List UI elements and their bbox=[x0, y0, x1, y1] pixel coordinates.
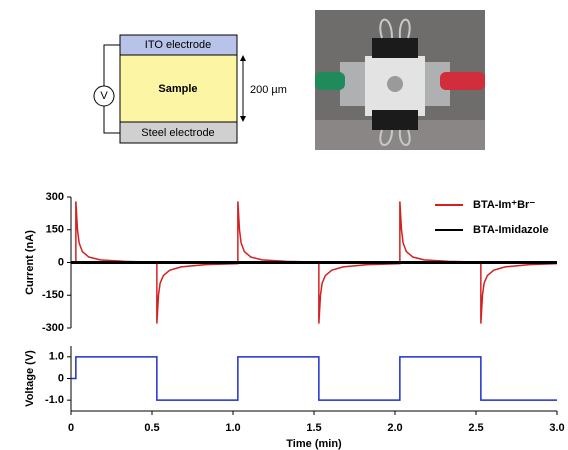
y-tick-label: -1.0 bbox=[45, 394, 64, 406]
schematic: ITO electrode Sample Steel electrode V 2… bbox=[93, 34, 287, 144]
x-tick-label: 1.5 bbox=[306, 422, 321, 434]
sample-box bbox=[119, 54, 238, 123]
y-axis-label: Voltage (V) bbox=[24, 350, 36, 407]
photo bbox=[315, 10, 485, 150]
x-tick-label: 2.5 bbox=[468, 422, 483, 434]
legend-label: BTA-Imidazole bbox=[473, 224, 549, 236]
sample-spot bbox=[387, 76, 403, 92]
wire bbox=[103, 106, 120, 134]
legend-label: BTA-Im⁺Br⁻ bbox=[473, 199, 535, 211]
x-tick-label: 2.0 bbox=[387, 422, 402, 434]
y-axis-label: Current (nA) bbox=[24, 230, 36, 295]
y-tick-label: -300 bbox=[42, 322, 64, 334]
y-tick-label: 300 bbox=[46, 191, 64, 203]
clip bbox=[372, 110, 418, 130]
arrow-head bbox=[240, 55, 246, 61]
source-circle bbox=[93, 85, 115, 107]
sample-label: Sample bbox=[158, 83, 197, 95]
clip-wire bbox=[379, 18, 411, 39]
x-tick-label: 1.0 bbox=[225, 422, 240, 434]
wire bbox=[103, 44, 120, 86]
x-axis-label: Time (min) bbox=[286, 438, 342, 450]
clip bbox=[372, 38, 418, 58]
x-tick-label: 0.5 bbox=[144, 422, 159, 434]
steel-label: Steel electrode bbox=[141, 127, 214, 139]
ito-label: ITO electrode bbox=[145, 39, 211, 51]
clip-wire bbox=[379, 129, 411, 146]
x-tick-label: 3.0 bbox=[549, 422, 564, 434]
source-label: V bbox=[100, 90, 108, 102]
arrow-head bbox=[240, 116, 246, 122]
green-lead bbox=[315, 72, 345, 90]
red-lead bbox=[440, 72, 485, 90]
y-tick-label: 0 bbox=[58, 256, 64, 268]
y-tick-label: 1.0 bbox=[49, 351, 64, 363]
y-tick-label: -150 bbox=[42, 289, 64, 301]
y-tick-label: 150 bbox=[46, 224, 64, 236]
x-tick-label: 0 bbox=[68, 422, 74, 434]
thickness-label: 200 µm bbox=[250, 84, 287, 96]
series-line bbox=[71, 356, 557, 401]
y-tick-label: 0 bbox=[58, 372, 64, 384]
